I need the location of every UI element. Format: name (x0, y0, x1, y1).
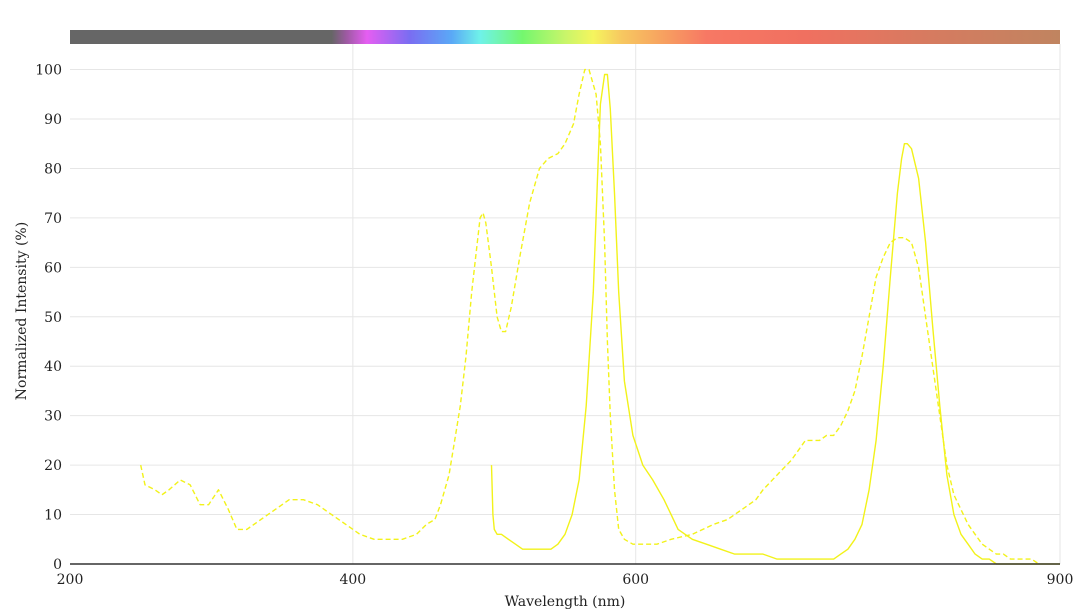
x-axis-title: Wavelength (nm) (505, 594, 626, 610)
y-tick-label: 70 (44, 211, 62, 227)
y-tick-label: 10 (44, 508, 62, 524)
y-tick-label: 50 (44, 310, 62, 326)
x-tick-label: 200 (57, 572, 84, 588)
x-tick-label: 600 (622, 572, 649, 588)
y-tick-label: 60 (44, 260, 62, 276)
y-tick-label: 0 (53, 557, 62, 573)
y-axis-title: Normalized Intensity (%) (14, 222, 30, 400)
y-tick-label: 80 (44, 161, 62, 177)
series-line-1-dashed (140, 68, 1040, 565)
y-tick-label: 30 (44, 409, 62, 425)
y-tick-label: 20 (44, 458, 62, 474)
spectrum-bar (70, 30, 1060, 44)
y-tick-label: 100 (35, 63, 62, 79)
series-line-2-solid (490, 73, 1060, 565)
grid (70, 44, 1061, 564)
x-tick-label: 400 (339, 572, 366, 588)
y-axis-ticks: 0 10 20 30 40 50 60 70 80 90 100 (35, 63, 62, 573)
series-group (140, 68, 1060, 565)
y-tick-label: 40 (44, 359, 62, 375)
x-axis-ticks: 200 400 600 900 (57, 572, 1074, 588)
x-tick-label: 900 (1047, 572, 1074, 588)
y-tick-label: 90 (44, 112, 62, 128)
